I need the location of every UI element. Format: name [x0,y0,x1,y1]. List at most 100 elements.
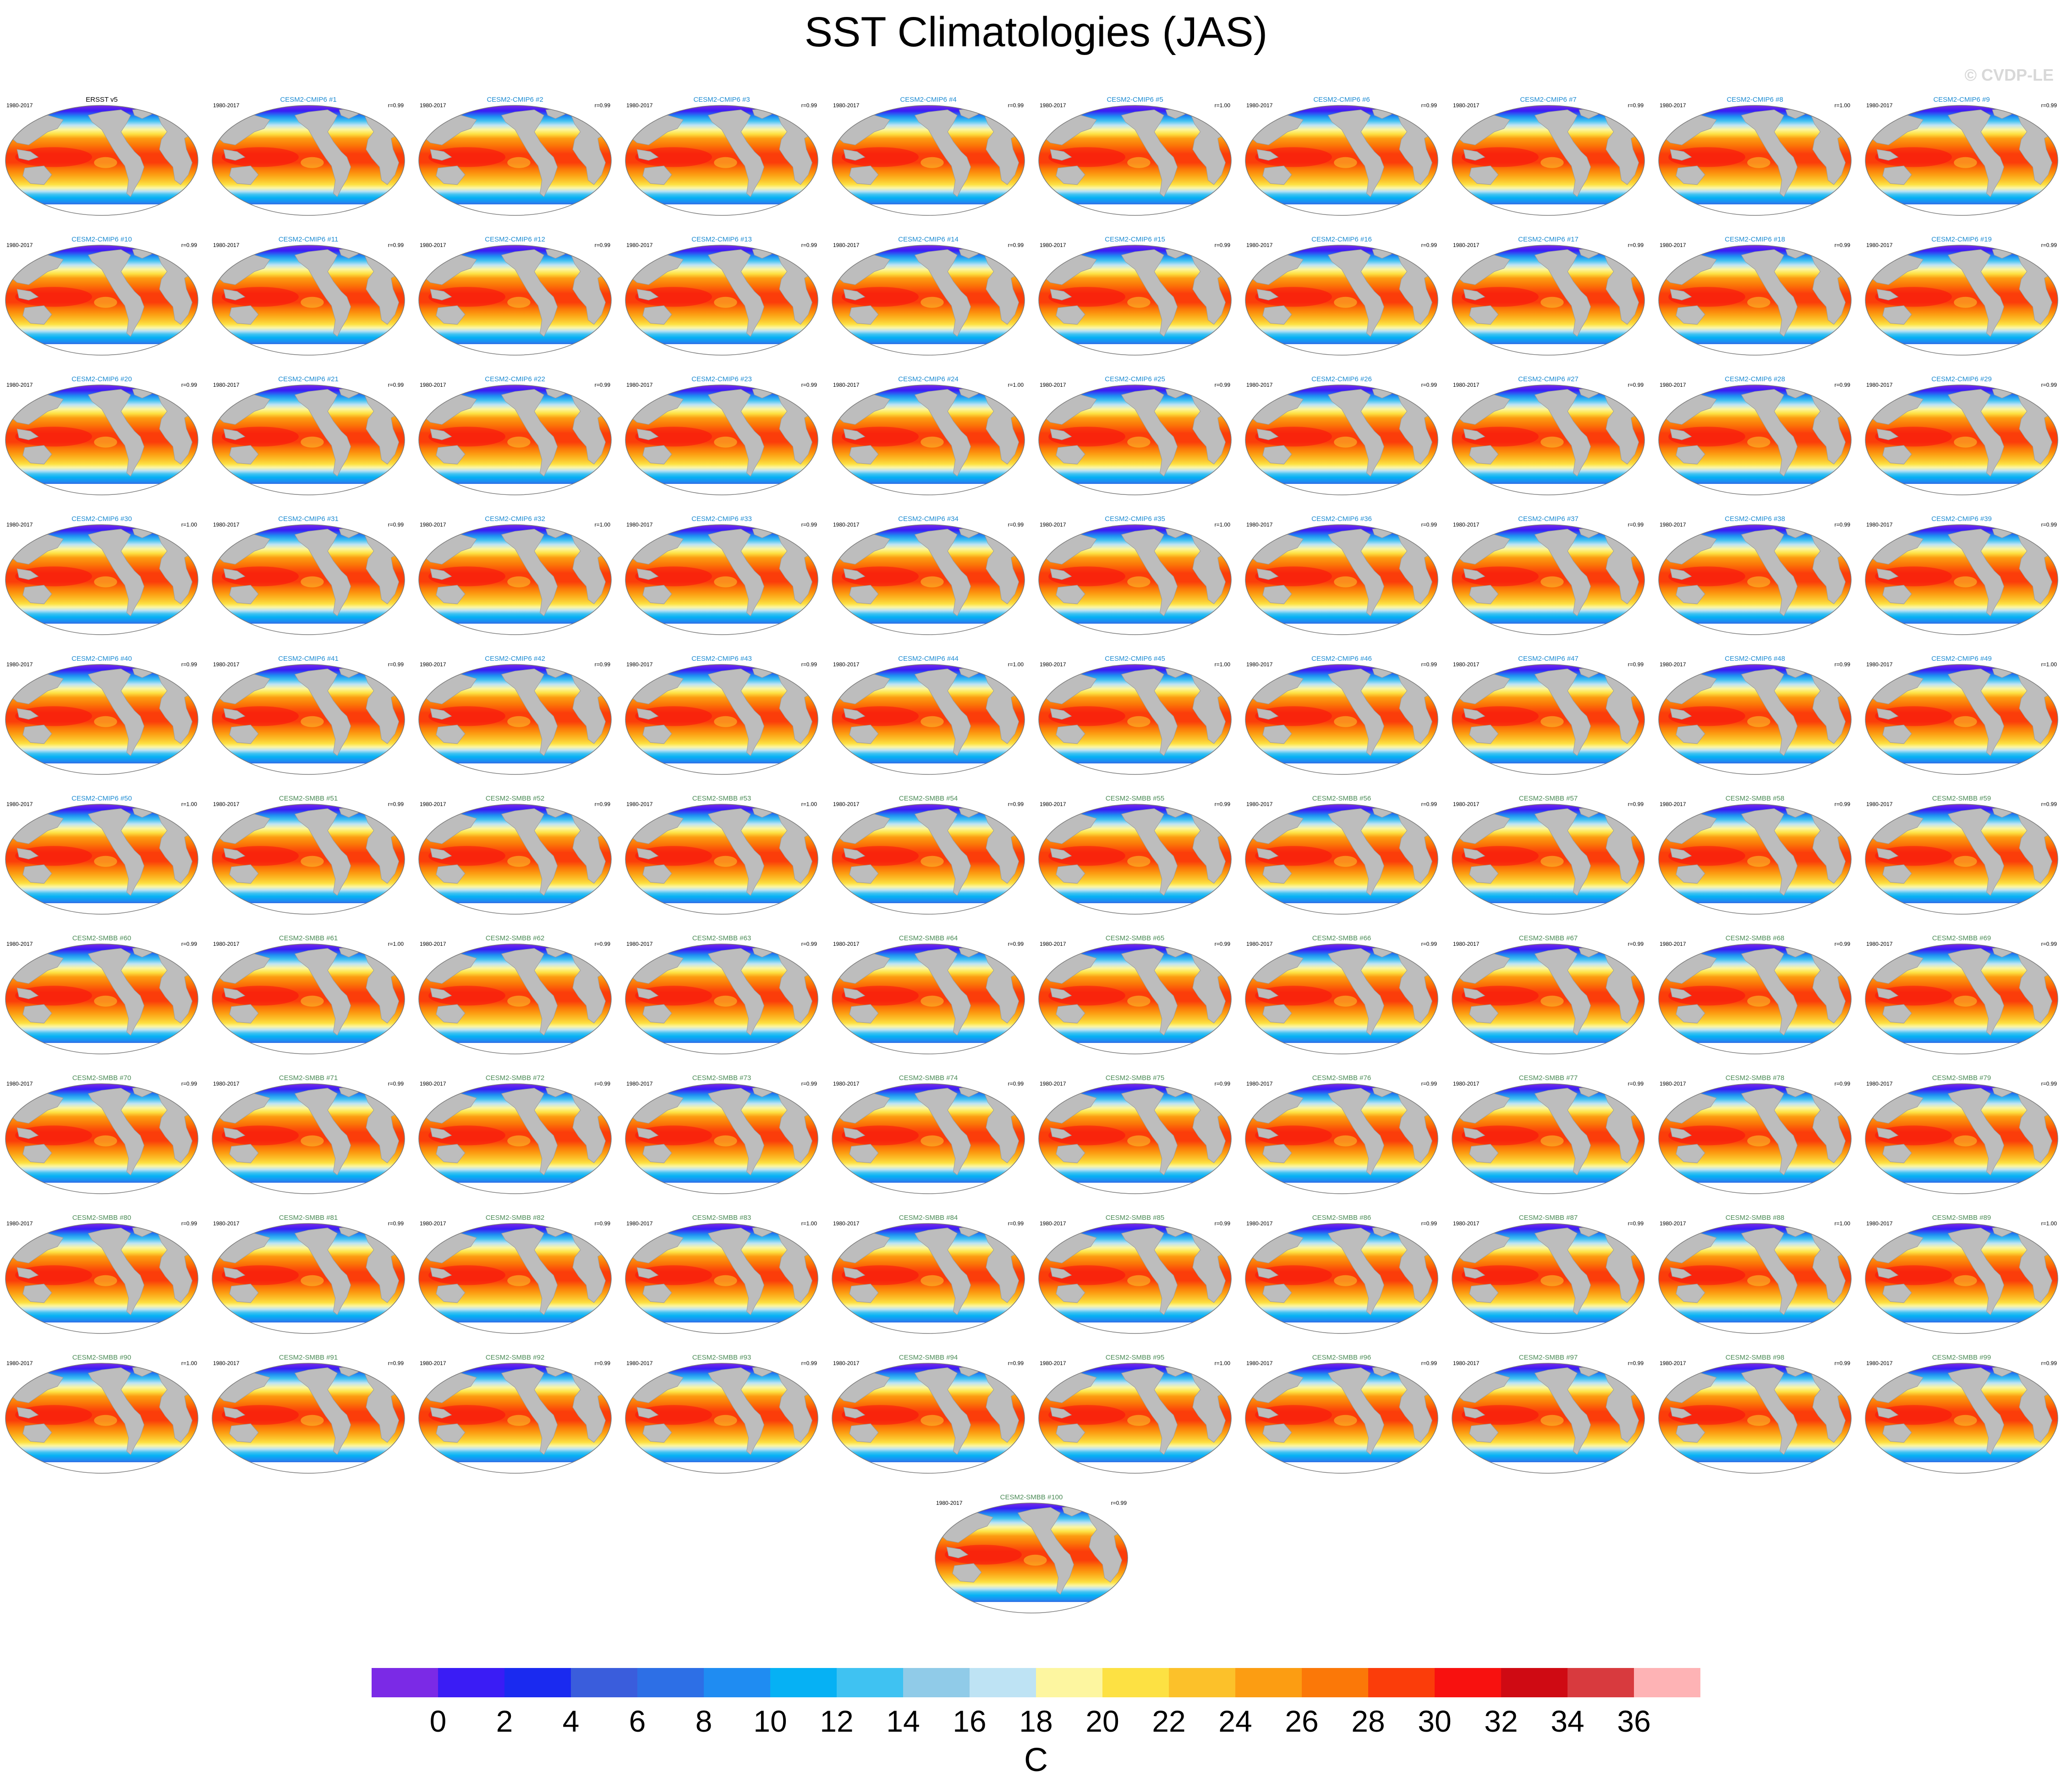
colorbar-tick-label: 16 [953,1704,986,1738]
warm-pool [222,1265,299,1285]
cold-tongue [1127,1135,1151,1147]
antarctica-land [1452,763,1644,774]
cold-tongue [301,995,324,1007]
warm-pool [635,1405,712,1425]
americas-land [1017,1507,1074,1595]
cold-tongue [1334,995,1357,1007]
australia-land [849,1144,879,1163]
australia-land [1676,445,1705,465]
map-panel: CESM2-SMBB #95 1980-2017 r=1.00 [1038,1354,1232,1474]
australia-land [1469,585,1499,604]
americas-land [294,1088,351,1175]
colorbar-tick-label: 6 [629,1704,646,1738]
cold-tongue [1127,856,1151,867]
map-border [1658,384,1852,495]
cold-tongue [1747,1135,1771,1147]
warm-pool [428,1265,505,1285]
warm-pool [15,147,92,167]
australia-land [1056,1284,1085,1303]
map-border [1038,105,1232,216]
map-border [1038,1223,1232,1334]
map-border [1245,384,1438,495]
cold-tongue [1540,856,1564,867]
panel-period: 1980-2017 [1246,521,1273,528]
map-panel: CESM2-SMBB #83 1980-2017 r=1.00 [625,1214,818,1334]
australia-land [1262,445,1292,465]
map-panel: CESM2-SMBB #96 1980-2017 r=0.99 [1245,1354,1438,1474]
maritime-continent-land [223,1267,246,1279]
cold-tongue [301,856,324,867]
cold-tongue [1747,436,1771,448]
warm-pool [1668,986,1745,1006]
australia-land [22,864,52,884]
warm-pool [635,427,712,447]
australia-land [642,724,672,744]
americas-land [294,948,351,1036]
map-panel: CESM2-CMIP6 #1 1980-2017 r=0.99 [212,96,405,216]
warm-pool [1875,1125,1952,1146]
cold-tongue [921,576,944,587]
map-panel: CESM2-CMIP6 #6 1980-2017 r=0.99 [1245,96,1438,216]
antarctica-land [1452,1183,1644,1194]
americas-land [88,389,144,477]
cold-tongue [1540,1135,1564,1147]
warm-pool [1462,566,1539,587]
colorbar-tick-label: 0 [430,1704,447,1738]
cold-tongue [507,436,531,448]
panel-title: CESM2-CMIP6 #23 [691,375,752,383]
americas-land [501,669,558,756]
panel-period: 1980-2017 [213,242,240,248]
warm-pool [428,986,505,1006]
cold-tongue [1334,576,1357,587]
panel-title: CESM2-CMIP6 #18 [1725,236,1785,243]
maritime-continent-land [430,289,452,301]
map-border [625,1083,818,1194]
panel-correlation: r=0.99 [2041,382,2057,388]
panel-title: CESM2-SMBB #52 [486,795,544,802]
panel-correlation: r=1.00 [181,1360,197,1366]
map-border [1245,1223,1438,1334]
warm-pool [1668,1125,1745,1146]
map-border [625,1363,818,1474]
cold-tongue [1540,1275,1564,1286]
panel-period: 1980-2017 [6,941,33,947]
panel-period: 1980-2017 [626,382,653,388]
map-panel: CESM2-SMBB #51 1980-2017 r=0.99 [212,795,405,915]
australia-land [229,1284,259,1303]
australia-land [436,445,466,465]
warm-pool [842,846,919,866]
americas-land [1534,249,1591,337]
map-border [625,245,818,356]
panel-period: 1980-2017 [1866,521,1893,528]
antarctica-land [1452,1322,1644,1333]
maritime-continent-land [946,1547,969,1558]
panel-period: 1980-2017 [1866,102,1893,109]
map-border [1865,944,2058,1054]
map-panel: CESM2-SMBB #58 1980-2017 r=0.99 [1658,795,1852,915]
americas-land [294,1228,351,1315]
warm-pool [1048,706,1125,726]
warm-pool [1668,1265,1745,1285]
map-panel: CESM2-SMBB #90 1980-2017 r=1.00 [5,1354,198,1474]
americas-land [1534,389,1591,477]
panel-period: 1980-2017 [213,382,240,388]
panel-period: 1980-2017 [626,242,653,248]
panel-correlation: r=0.99 [388,801,404,807]
panel-title: CESM2-SMBB #93 [692,1354,751,1361]
americas-land [1121,249,1178,337]
map-panel: CESM2-CMIP6 #35 1980-2017 r=1.00 [1038,515,1232,635]
maritime-continent-land [1670,708,1692,720]
americas-land [1947,1367,2004,1455]
panel-title: CESM2-CMIP6 #8 [1727,96,1783,104]
panel-period: 1980-2017 [420,941,446,947]
panel-correlation: r=0.99 [1008,1081,1024,1087]
americas-land [1741,1088,1798,1175]
map-border [1245,664,1438,775]
panel-period: 1980-2017 [833,801,860,807]
panel-period: 1980-2017 [1660,102,1686,109]
americas-land [88,669,144,756]
maritime-continent-land [223,708,246,720]
cold-tongue [714,157,737,168]
cold-tongue [507,995,531,1007]
panel-correlation: r=0.99 [1215,382,1231,388]
